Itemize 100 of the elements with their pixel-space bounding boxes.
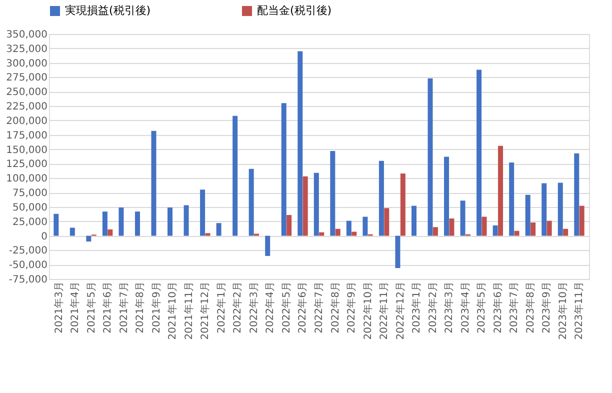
y-tick-label: 100,000 [6, 174, 48, 185]
bar [298, 51, 303, 236]
y-tick-label: 300,000 [6, 58, 48, 70]
bar [265, 236, 270, 256]
y-tick-label: 75,000 [12, 188, 48, 200]
bar [205, 233, 210, 236]
bar [151, 130, 156, 236]
x-tick-label: 2023年7月 [508, 282, 520, 334]
x-tick-label: 2023年8月 [524, 282, 536, 334]
x-tick-label: 2021年5月 [85, 282, 98, 334]
x-tick-label: 2022年6月 [296, 282, 309, 334]
bar [482, 216, 487, 236]
bar [509, 162, 514, 236]
x-tick-label: 2022年7月 [313, 282, 325, 334]
bar [384, 208, 390, 236]
bar [54, 214, 59, 236]
bar [70, 228, 75, 236]
y-tick-label: 50,000 [12, 202, 48, 214]
bar [558, 182, 563, 236]
x-tick-label: 2021年3月 [52, 282, 65, 334]
legend-label: 配当金(税引後) [257, 4, 332, 17]
y-tick-label: 150,000 [6, 144, 48, 156]
bar [248, 168, 254, 236]
x-tick-label: 2023年9月 [540, 282, 553, 334]
bar [319, 232, 324, 236]
bar [498, 146, 504, 236]
y-tick-label: 200,000 [6, 116, 48, 127]
bar [514, 230, 520, 236]
bar [216, 223, 222, 236]
bar [546, 220, 552, 236]
bar [330, 151, 336, 236]
bar [168, 208, 173, 236]
bar [281, 103, 286, 236]
x-tick-label: 2023年4月 [459, 282, 472, 334]
x-tick-label: 2023年3月 [443, 282, 456, 334]
x-tick-label: 2022年4月 [264, 282, 276, 334]
bar [352, 232, 357, 236]
bar [444, 156, 450, 236]
x-tick-label: 2022年2月 [232, 282, 244, 334]
x-tick-label: 2021年11月 [182, 282, 195, 340]
bar [395, 236, 400, 268]
bar [542, 183, 547, 236]
x-tick-label: 2023年2月 [426, 282, 439, 334]
x-tick-label: 2022年11月 [378, 282, 390, 340]
x-tick-label: 2021年8月 [134, 282, 146, 334]
y-tick-label: 175,000 [6, 130, 48, 142]
x-tick-label: 2023年5月 [476, 282, 488, 334]
y-tick-label: -75,000 [8, 274, 48, 286]
bar [134, 212, 140, 236]
y-tick-label: -50,000 [8, 260, 48, 272]
bar [476, 70, 482, 236]
x-tick-label: 2021年9月 [150, 282, 162, 334]
x-tick-label: 2022年3月 [248, 282, 260, 334]
x-tick-label: 2021年4月 [69, 282, 82, 334]
y-tick-label: 250,000 [6, 87, 48, 98]
bar [118, 208, 124, 236]
x-tick-label: 2021年12月 [199, 282, 212, 340]
bar [302, 176, 308, 236]
bar [579, 206, 584, 236]
bar [400, 174, 406, 236]
bar [232, 116, 238, 236]
y-tick-label: 0 [41, 231, 48, 242]
x-tick-label: 2022年5月 [280, 282, 292, 334]
bar [460, 200, 466, 236]
bar [525, 194, 530, 236]
bar [346, 220, 352, 236]
x-tick-label: 2022年9月 [346, 282, 358, 334]
y-tick-label: 125,000 [6, 159, 48, 170]
bar [102, 212, 108, 236]
y-tick-label: 350,000 [6, 30, 48, 40]
bar [335, 228, 340, 236]
bar [432, 227, 438, 236]
x-tick-label: 2023年10月 [556, 282, 569, 340]
x-tick-label: 2023年1月 [410, 282, 423, 334]
y-tick-label: 225,000 [6, 102, 48, 113]
y-tick-label: -25,000 [8, 246, 48, 257]
bar [86, 236, 92, 242]
x-tick-label: 2022年12月 [394, 282, 406, 340]
x-tick-label: 2021年10月 [166, 282, 179, 340]
x-tick-label: 2022年8月 [329, 282, 342, 334]
bar [428, 78, 433, 236]
bar [563, 228, 568, 236]
x-tick-label: 2023年6月 [492, 282, 504, 334]
bar [574, 153, 580, 236]
bar [411, 206, 416, 236]
bar [200, 190, 206, 236]
bar [449, 218, 454, 236]
bar [492, 225, 498, 236]
y-tick-label: 325,000 [6, 44, 48, 55]
bar [530, 222, 536, 236]
x-tick-label: 2022年1月 [215, 282, 228, 334]
bar [286, 215, 292, 236]
y-tick-label: 25,000 [12, 216, 48, 228]
legend-label: 実現損益(税引後) [65, 4, 151, 17]
bar [378, 160, 384, 236]
bar [184, 205, 189, 236]
x-tick-label: 2023年11月 [573, 282, 586, 340]
x-tick-label: 2021年7月 [118, 282, 130, 334]
x-tick-label: 2022年10月 [362, 282, 374, 340]
bar [362, 216, 368, 236]
